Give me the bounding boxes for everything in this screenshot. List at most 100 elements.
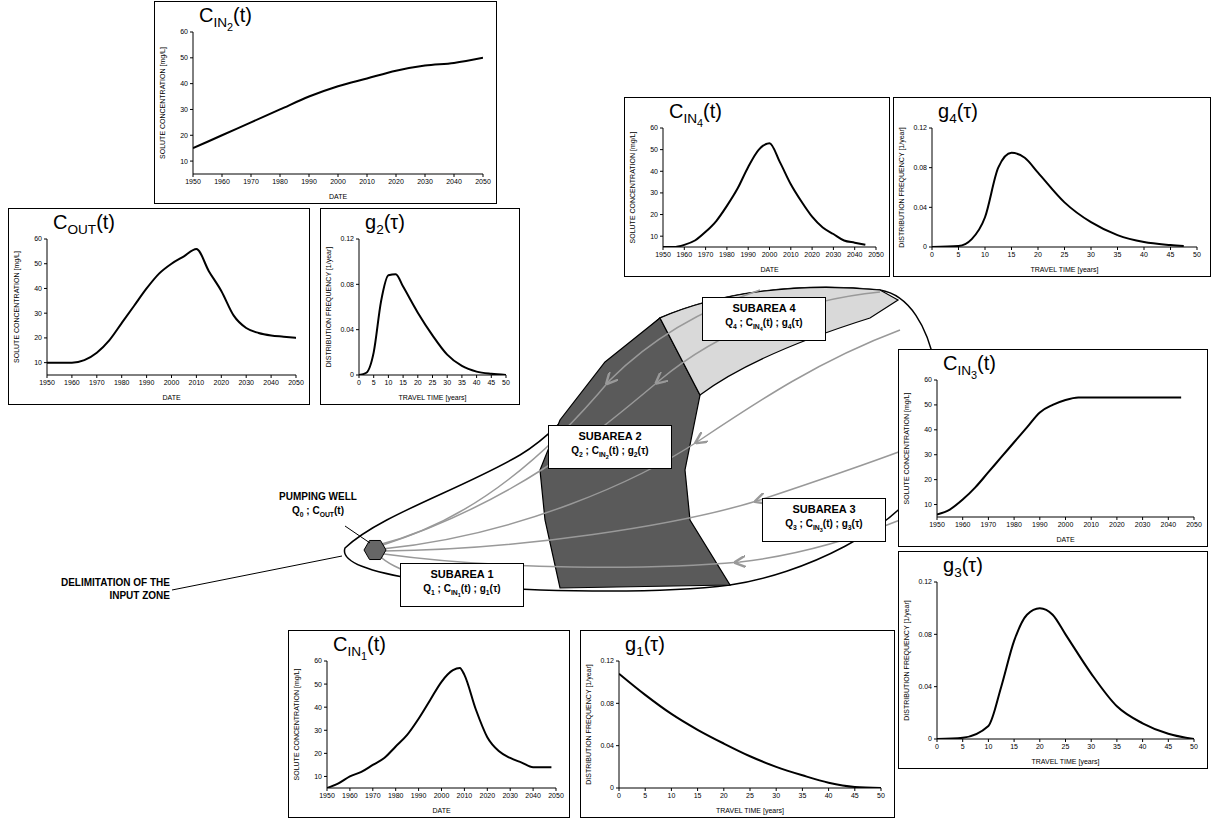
svg-text:2050: 2050	[288, 379, 304, 386]
svg-text:1990: 1990	[301, 178, 317, 185]
svg-text:0: 0	[610, 784, 614, 791]
svg-text:40: 40	[650, 168, 658, 175]
svg-text:10: 10	[650, 233, 658, 240]
svg-text:60: 60	[314, 657, 322, 664]
svg-text:10: 10	[985, 743, 993, 750]
svg-text:45: 45	[1167, 251, 1175, 258]
svg-text:40: 40	[314, 704, 322, 711]
svg-text:1980: 1980	[388, 792, 404, 799]
svg-text:2030: 2030	[417, 178, 433, 185]
svg-text:30: 30	[34, 310, 42, 317]
svg-text:DATE: DATE	[329, 193, 347, 200]
svg-text:2030: 2030	[238, 379, 254, 386]
svg-text:TRAVEL TIME [years]: TRAVEL TIME [years]	[716, 807, 784, 815]
svg-text:TRAVEL TIME [years]: TRAVEL TIME [years]	[1031, 266, 1099, 274]
svg-text:1990: 1990	[411, 792, 427, 799]
svg-text:20: 20	[180, 132, 188, 139]
svg-text:0: 0	[935, 743, 939, 750]
svg-text:0.04: 0.04	[600, 742, 614, 749]
svg-text:25: 25	[746, 792, 754, 799]
svg-text:DATE: DATE	[162, 394, 180, 401]
svg-text:60: 60	[924, 376, 932, 383]
svg-text:5: 5	[372, 379, 376, 386]
svg-text:1970: 1970	[698, 251, 714, 258]
svg-text:2030: 2030	[502, 792, 518, 799]
svg-text:60: 60	[650, 124, 658, 131]
svg-text:40: 40	[473, 379, 481, 386]
svg-text:0: 0	[350, 371, 354, 378]
svg-text:SOLUTE CONCENTRATION [mg/L]: SOLUTE CONCENTRATION [mg/L]	[629, 132, 637, 244]
svg-text:0: 0	[923, 243, 927, 250]
svg-text:1970: 1970	[243, 178, 259, 185]
svg-text:45: 45	[851, 792, 859, 799]
svg-text:50: 50	[314, 681, 322, 688]
svg-text:15: 15	[1008, 251, 1016, 258]
svg-text:40: 40	[924, 426, 932, 433]
svg-text:2050: 2050	[868, 251, 884, 258]
svg-text:60: 60	[180, 28, 188, 35]
svg-text:10: 10	[668, 792, 676, 799]
svg-text:2020: 2020	[388, 178, 404, 185]
svg-text:10: 10	[924, 501, 932, 508]
svg-text:2040: 2040	[446, 178, 462, 185]
svg-text:30: 30	[314, 727, 322, 734]
svg-text:2000: 2000	[434, 792, 450, 799]
svg-text:50: 50	[650, 146, 658, 153]
svg-text:1960: 1960	[342, 792, 358, 799]
svg-text:TRAVEL TIME [years]: TRAVEL TIME [years]	[399, 394, 467, 402]
svg-text:40: 40	[180, 80, 188, 87]
svg-text:40: 40	[825, 792, 833, 799]
svg-text:15: 15	[399, 379, 407, 386]
svg-text:1990: 1990	[740, 251, 756, 258]
svg-text:SOLUTE CONCENTRATION [mg/L]: SOLUTE CONCENTRATION [mg/L]	[293, 669, 301, 781]
svg-text:1960: 1960	[677, 251, 693, 258]
svg-text:15: 15	[1010, 743, 1018, 750]
svg-text:40: 40	[34, 285, 42, 292]
svg-text:1950: 1950	[39, 379, 55, 386]
svg-text:0.04: 0.04	[918, 683, 932, 690]
svg-text:SOLUTE CONCENTRATION [mg/L]: SOLUTE CONCENTRATION [mg/L]	[903, 393, 911, 505]
svg-text:20: 20	[720, 792, 728, 799]
svg-text:2040: 2040	[1161, 521, 1177, 528]
svg-text:2010: 2010	[359, 178, 375, 185]
svg-text:2000: 2000	[164, 379, 180, 386]
svg-text:1960: 1960	[64, 379, 80, 386]
svg-text:DATE: DATE	[1056, 536, 1074, 543]
svg-text:2030: 2030	[1135, 521, 1151, 528]
svg-text:0: 0	[357, 379, 361, 386]
svg-text:0.08: 0.08	[918, 631, 932, 638]
svg-text:2040: 2040	[847, 251, 863, 258]
svg-text:1970: 1970	[89, 379, 105, 386]
svg-text:1980: 1980	[272, 178, 288, 185]
svg-text:10: 10	[314, 773, 322, 780]
svg-text:DATE: DATE	[432, 807, 450, 814]
svg-text:0: 0	[928, 735, 932, 742]
svg-text:1980: 1980	[114, 379, 130, 386]
svg-text:1970: 1970	[981, 521, 997, 528]
svg-text:SOLUTE CONCENTRATION [mg/L]: SOLUTE CONCENTRATION [mg/L]	[13, 251, 21, 363]
svg-text:0.08: 0.08	[340, 281, 354, 288]
svg-text:15: 15	[694, 792, 702, 799]
svg-text:2000: 2000	[330, 178, 346, 185]
svg-text:2000: 2000	[762, 251, 778, 258]
svg-text:0.12: 0.12	[340, 235, 354, 242]
svg-text:50: 50	[180, 54, 188, 61]
svg-text:30: 30	[772, 792, 780, 799]
svg-text:2040: 2040	[263, 379, 279, 386]
svg-text:DISTRIBUTION FREQUENCY [1/year: DISTRIBUTION FREQUENCY [1/year]	[903, 600, 911, 721]
svg-text:1950: 1950	[929, 521, 945, 528]
svg-text:10: 10	[385, 379, 393, 386]
svg-text:2010: 2010	[457, 792, 473, 799]
svg-text:30: 30	[1087, 251, 1095, 258]
svg-text:SOLUTE CONCENTRATION [mg/L]: SOLUTE CONCENTRATION [mg/L]	[159, 47, 167, 159]
svg-text:DISTRIBUTION FREQUENCY [1/year: DISTRIBUTION FREQUENCY [1/year]	[585, 664, 593, 785]
svg-text:1980: 1980	[1006, 521, 1022, 528]
svg-text:0.08: 0.08	[600, 700, 614, 707]
svg-text:45: 45	[1164, 743, 1172, 750]
svg-text:25: 25	[1062, 743, 1070, 750]
svg-text:35: 35	[799, 792, 807, 799]
svg-text:25: 25	[429, 379, 437, 386]
svg-text:1970: 1970	[365, 792, 381, 799]
svg-text:40: 40	[1140, 251, 1148, 258]
svg-text:2010: 2010	[189, 379, 205, 386]
